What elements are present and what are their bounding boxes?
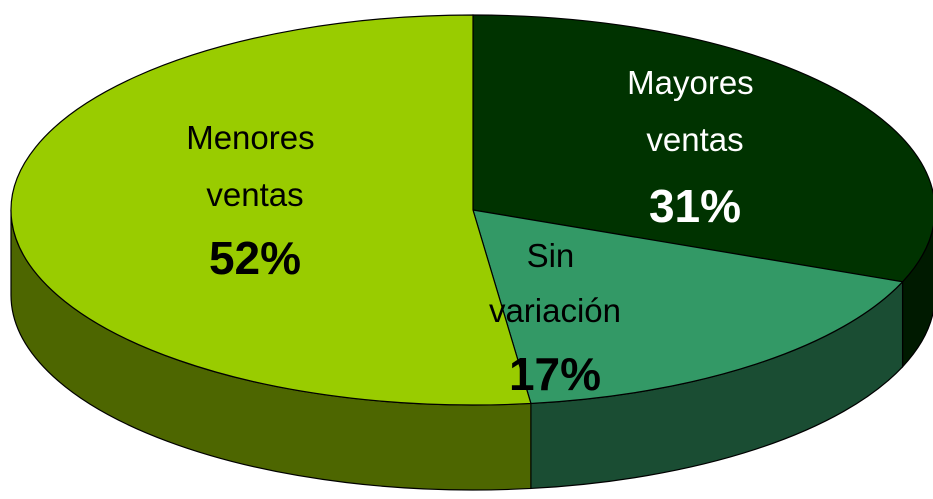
slice-label: Mayores ventas (627, 64, 763, 158)
slice-value-label: 31% (649, 180, 741, 232)
slice (10, 14, 532, 406)
slice (472, 14, 933, 283)
slice-value-label: 52% (209, 232, 301, 284)
slice-value-label: 17% (509, 348, 601, 400)
slice-label: Menores ventas (186, 119, 324, 213)
slice (472, 209, 904, 405)
slice-label: Sin variación (489, 237, 621, 329)
